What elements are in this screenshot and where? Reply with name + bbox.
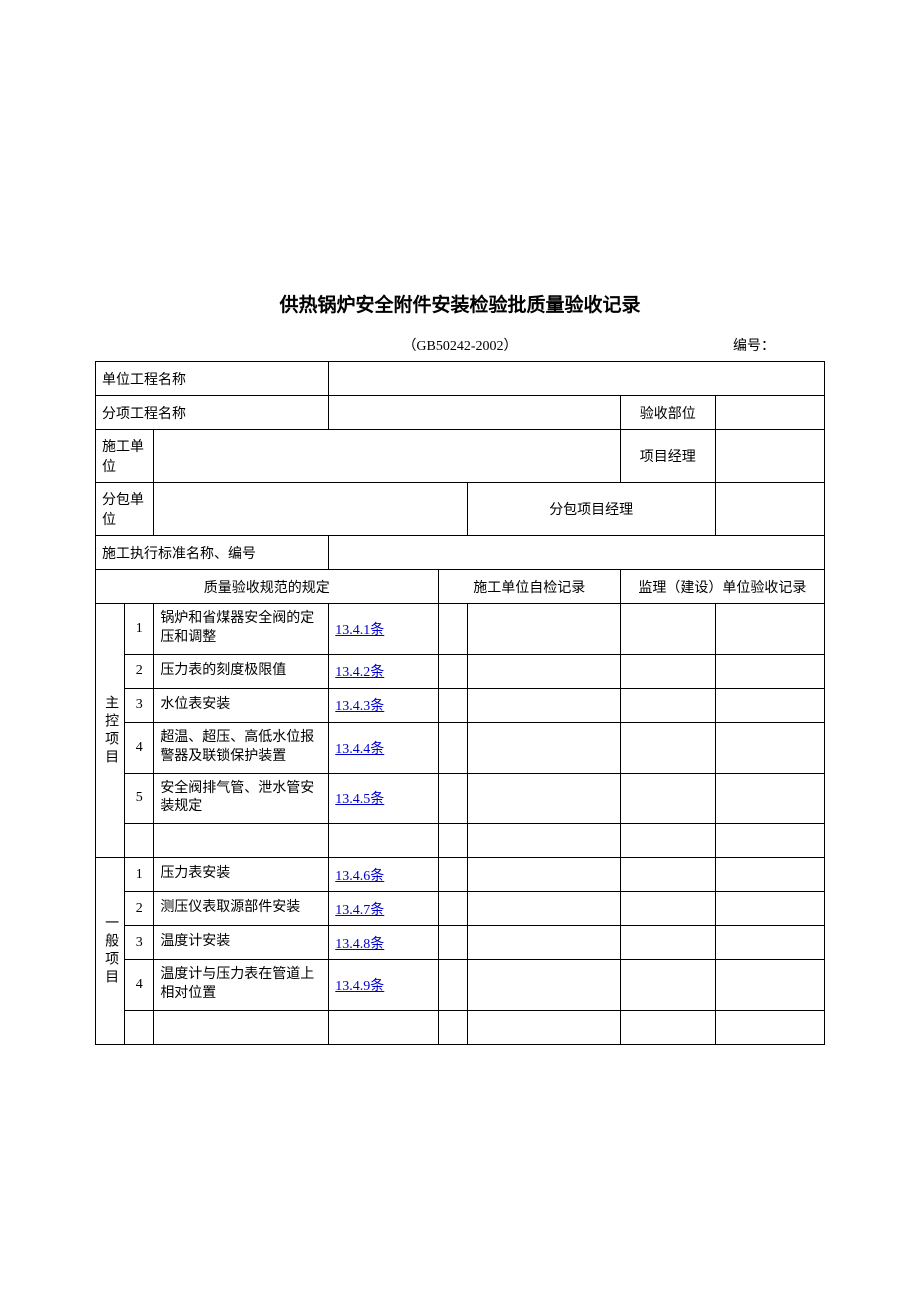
ref-link[interactable]: 13.4.6条 [335, 869, 384, 884]
main-item-row-3: 3 水位表安装 13.4.3条 [96, 688, 825, 722]
main-item-ref-5: 13.4.5条 [329, 773, 438, 824]
main-item-desc-4: 超温、超压、高低水位报警器及联锁保护装置 [154, 722, 329, 773]
general-item-desc-2: 测压仪表取源部件安装 [154, 892, 329, 926]
main-item-ref-2: 13.4.2条 [329, 654, 438, 688]
header-supervision: 监理（建设）单位验收记录 [620, 570, 824, 604]
general-item-ref-4: 13.4.9条 [329, 960, 438, 1011]
main-item-check1c [620, 604, 715, 655]
general-item-ref-1: 13.4.6条 [329, 858, 438, 892]
value-unit-project [329, 362, 825, 396]
general-item-num-1: 1 [125, 858, 154, 892]
ref-link[interactable]: 13.4.3条 [335, 699, 384, 714]
main-item-check1a [438, 604, 467, 655]
main-item-num-3: 3 [125, 688, 154, 722]
label-subcontract-pm: 分包项目经理 [467, 483, 715, 536]
main-item-row-2: 2 压力表的刻度极限值 13.4.2条 [96, 654, 825, 688]
value-acceptance-part [715, 396, 824, 430]
row-sub-project: 分项工程名称 验收部位 [96, 396, 825, 430]
row-construction-unit: 施工单位 项目经理 [96, 430, 825, 483]
main-item-ref-1: 13.4.1条 [329, 604, 438, 655]
general-item-row-2: 2 测压仪表取源部件安装 13.4.7条 [96, 892, 825, 926]
main-item-ref-3: 13.4.3条 [329, 688, 438, 722]
ref-link[interactable]: 13.4.1条 [335, 623, 384, 638]
value-subcontract-unit [154, 483, 467, 536]
main-item-check1b [467, 604, 620, 655]
row-subcontract-unit: 分包单位 分包项目经理 [96, 483, 825, 536]
standard-code: （GB50242-2002） [402, 335, 517, 355]
ref-link[interactable]: 13.4.7条 [335, 903, 384, 918]
ref-link[interactable]: 13.4.2条 [335, 665, 384, 680]
ref-link[interactable]: 13.4.5条 [335, 792, 384, 807]
ref-link[interactable]: 13.4.9条 [335, 979, 384, 994]
main-blank-row [96, 824, 825, 858]
general-item-ref-3: 13.4.8条 [329, 926, 438, 960]
main-item-desc-1: 锅炉和省煤器安全阀的定压和调整 [154, 604, 329, 655]
value-subcontract-pm [715, 483, 824, 536]
label-unit-project: 单位工程名称 [96, 362, 329, 396]
general-item-desc-1: 压力表安装 [154, 858, 329, 892]
general-item-row-3: 3 温度计安装 13.4.8条 [96, 926, 825, 960]
group-general: 一般项目 [96, 858, 125, 1045]
label-exec-standard: 施工执行标准名称、编号 [96, 536, 329, 570]
main-item-row-1: 主控项目 1 锅炉和省煤器安全阀的定压和调整 13.4.1条 [96, 604, 825, 655]
general-item-desc-3: 温度计安装 [154, 926, 329, 960]
general-item-ref-2: 13.4.7条 [329, 892, 438, 926]
general-item-num-4: 4 [125, 960, 154, 1011]
main-item-num-1: 1 [125, 604, 154, 655]
value-sub-project [329, 396, 621, 430]
general-item-desc-4: 温度计与压力表在管道上相对位置 [154, 960, 329, 1011]
main-item-num-4: 4 [125, 722, 154, 773]
main-item-row-5: 5 安全阀排气管、泄水管安装规定 13.4.5条 [96, 773, 825, 824]
value-project-manager [715, 430, 824, 483]
main-item-desc-2: 压力表的刻度极限值 [154, 654, 329, 688]
row-unit-project: 单位工程名称 [96, 362, 825, 396]
group-main-control: 主控项目 [96, 604, 125, 858]
general-item-num-2: 2 [125, 892, 154, 926]
main-item-num-2: 2 [125, 654, 154, 688]
general-item-num-3: 3 [125, 926, 154, 960]
label-acceptance-part: 验收部位 [620, 396, 715, 430]
general-blank-row [96, 1011, 825, 1045]
subtitle-row: （GB50242-2002） 编号： [95, 335, 825, 355]
general-item-row-4: 4 温度计与压力表在管道上相对位置 13.4.9条 [96, 960, 825, 1011]
label-construction-unit: 施工单位 [96, 430, 154, 483]
main-item-desc-5: 安全阀排气管、泄水管安装规定 [154, 773, 329, 824]
general-item-row-1: 一般项目 1 压力表安装 13.4.6条 [96, 858, 825, 892]
main-item-num-5: 5 [125, 773, 154, 824]
row-section-header: 质量验收规范的规定 施工单位自检记录 监理（建设）单位验收记录 [96, 570, 825, 604]
label-project-manager: 项目经理 [620, 430, 715, 483]
value-construction-unit [154, 430, 621, 483]
row-exec-standard: 施工执行标准名称、编号 [96, 536, 825, 570]
document-title: 供热锅炉安全附件安装检验批质量验收记录 [95, 290, 825, 317]
header-self-check: 施工单位自检记录 [438, 570, 620, 604]
main-item-row-4: 4 超温、超压、高低水位报警器及联锁保护装置 13.4.4条 [96, 722, 825, 773]
ref-link[interactable]: 13.4.8条 [335, 937, 384, 952]
value-exec-standard [329, 536, 825, 570]
inspection-table: 单位工程名称 分项工程名称 验收部位 施工单位 项目经理 分包单位 分包项目经理… [95, 361, 825, 1045]
main-item-desc-3: 水位表安装 [154, 688, 329, 722]
label-sub-project: 分项工程名称 [96, 396, 329, 430]
main-item-ref-4: 13.4.4条 [329, 722, 438, 773]
ref-link[interactable]: 13.4.4条 [335, 742, 384, 757]
main-item-check1d [715, 604, 824, 655]
header-quality-spec: 质量验收规范的规定 [96, 570, 439, 604]
number-label: 编号： [733, 335, 775, 355]
label-subcontract-unit: 分包单位 [96, 483, 154, 536]
